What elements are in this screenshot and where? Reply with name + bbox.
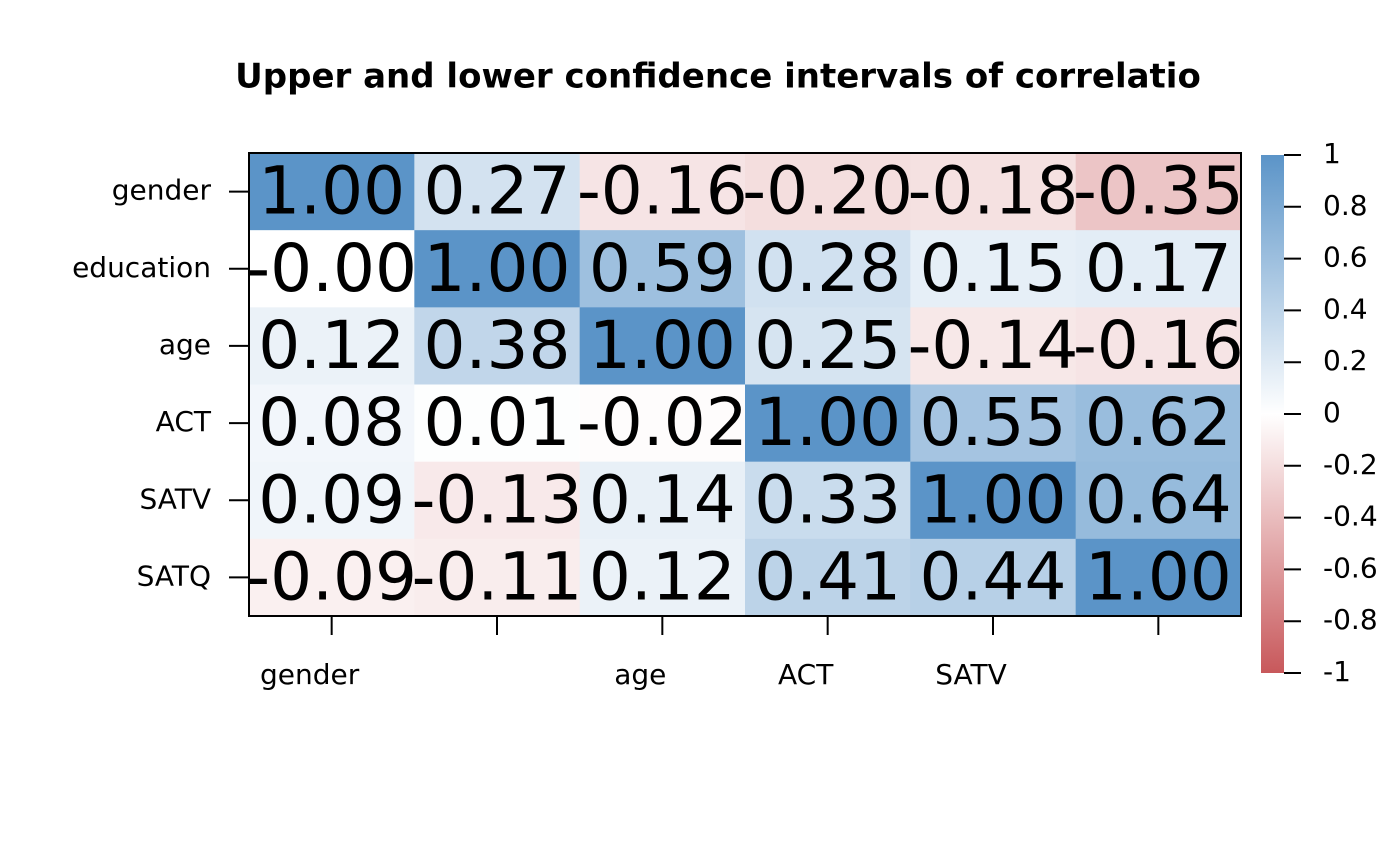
y-tick-label: age (159, 328, 211, 361)
cell-label: 0.59 (589, 230, 736, 307)
colorbar-tick-label: -0.4 (1323, 500, 1378, 533)
cell-label: 0.08 (258, 384, 405, 461)
x-tick-label: ACT (778, 658, 834, 691)
cell-label: 0.55 (920, 384, 1067, 461)
y-tick-label: SATQ (137, 559, 211, 592)
cell (414, 153, 581, 231)
cell (1075, 230, 1242, 308)
cell (249, 307, 415, 385)
cell (745, 384, 911, 463)
cell (579, 461, 746, 540)
chart-title: Upper and lower confidence intervals of … (235, 57, 1201, 97)
colorbar-tick-label: -0.2 (1323, 448, 1378, 481)
cell-label: 0.01 (424, 384, 571, 461)
cell-label: 1.00 (258, 153, 405, 230)
cell (745, 461, 911, 540)
cell (910, 307, 1077, 385)
cell-label: 0.09 (258, 461, 405, 538)
cell (249, 538, 415, 617)
cell (745, 230, 911, 308)
cell-label: -0.09 (246, 538, 417, 615)
cell (1075, 461, 1242, 540)
cell-label: -0.16 (1073, 307, 1244, 384)
cell (579, 153, 746, 231)
cell (910, 230, 1077, 308)
colorbar-tick-label: -1 (1323, 655, 1351, 688)
cell (1075, 153, 1242, 231)
cell-label: 0.41 (754, 538, 901, 615)
x-tick-label: gender (260, 658, 360, 691)
x-tick-label: age (614, 658, 666, 691)
cell-label: 0.17 (1085, 230, 1232, 307)
cell (249, 384, 415, 463)
cell-label: 0.25 (754, 307, 901, 384)
cell-label: -0.35 (1073, 153, 1244, 230)
cell-label: 0.62 (1085, 384, 1232, 461)
cell-label: 0.27 (424, 153, 571, 230)
cell-label: -0.20 (742, 153, 913, 230)
cell (414, 230, 581, 308)
cell (579, 230, 746, 308)
cell (579, 538, 746, 617)
cell-label: 1.00 (754, 384, 901, 461)
cell (414, 461, 581, 540)
colorbar-tick-label: 0 (1323, 396, 1341, 429)
cell-label: 0.44 (920, 538, 1067, 615)
y-tick-label: SATV (139, 482, 211, 515)
cell-label: 0.33 (754, 461, 901, 538)
cell-label: 1.00 (920, 461, 1067, 538)
cell (414, 307, 581, 385)
cell-label: 0.28 (754, 230, 901, 307)
cell-label: -0.18 (908, 153, 1079, 230)
cell (910, 384, 1077, 463)
plot-frame (248, 152, 1242, 617)
colorbar-tick-label: -0.8 (1323, 603, 1378, 636)
cell (910, 461, 1077, 540)
colorbar-tick-label: 0.2 (1323, 344, 1368, 377)
cell (414, 538, 581, 617)
colorbar-tick-label: 0.6 (1323, 241, 1368, 274)
cell-label: 0.14 (589, 461, 736, 538)
cell (249, 230, 415, 308)
y-tick-label: education (72, 251, 211, 284)
y-tick-label: ACT (156, 405, 212, 438)
colorbar-tick-label: 1 (1323, 137, 1341, 170)
cell-label: -0.13 (412, 461, 583, 538)
cell (249, 461, 415, 540)
cell-label: 1.00 (424, 230, 571, 307)
cell-label: 1.00 (589, 307, 736, 384)
cell (910, 153, 1077, 231)
y-tick-label: gender (112, 174, 212, 207)
cell (414, 384, 581, 463)
cell (249, 153, 415, 231)
cell (1075, 384, 1242, 463)
cell-label: -0.14 (908, 307, 1079, 384)
cell-label: 0.15 (920, 230, 1067, 307)
x-tick-label: SATV (935, 658, 1007, 691)
cell (745, 538, 911, 617)
cell (1075, 538, 1242, 617)
cell (910, 538, 1077, 617)
cell-label: -0.00 (246, 230, 417, 307)
cell-label: -0.02 (577, 384, 748, 461)
cell-label: 1.00 (1085, 538, 1232, 615)
cell (1075, 307, 1242, 385)
cell-label: 0.64 (1085, 461, 1232, 538)
cell-label: 0.12 (589, 538, 736, 615)
colorbar-tick-label: -0.6 (1323, 551, 1378, 584)
cell-label: -0.16 (577, 153, 748, 230)
colorbar-tick-label: 0.8 (1323, 189, 1368, 222)
cell (579, 307, 746, 385)
colorbar (1261, 155, 1284, 673)
cell (745, 307, 911, 385)
cell-label: -0.11 (412, 538, 583, 615)
cell (579, 384, 746, 463)
cell-label: 0.12 (258, 307, 405, 384)
cell-label: 0.38 (424, 307, 571, 384)
colorbar-tick-label: 0.4 (1323, 292, 1368, 325)
cell (745, 153, 911, 231)
